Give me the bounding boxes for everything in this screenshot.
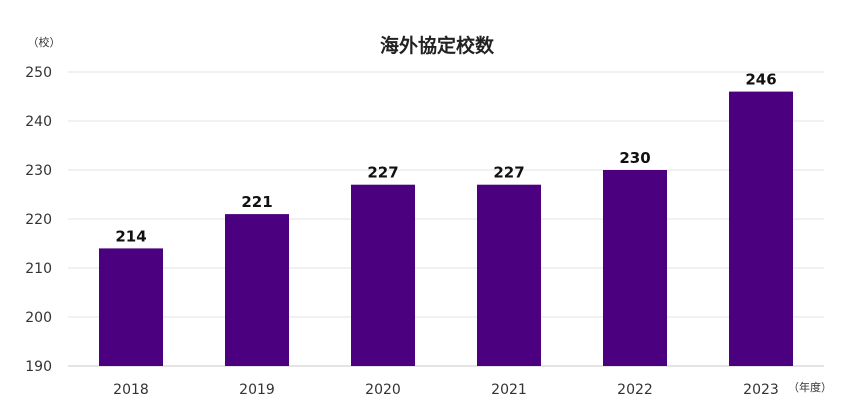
x-axis-ticks: 2018 2019 2020 2021 2022 2023 <box>113 382 779 398</box>
data-label: 221 <box>241 193 272 211</box>
bar <box>603 170 667 366</box>
data-label: 214 <box>115 227 146 245</box>
y-tick-label: 210 <box>25 261 52 277</box>
bar <box>477 184 541 366</box>
chart-title: 海外協定校数 <box>380 34 495 57</box>
data-label: 230 <box>619 149 650 167</box>
y-tick-label: 230 <box>25 163 52 179</box>
bar <box>225 214 289 366</box>
y-tick-label: 240 <box>25 114 52 130</box>
y-tick-label: 220 <box>25 212 52 228</box>
x-tick-label: 2023 <box>743 382 779 398</box>
y-tick-label: 250 <box>25 65 52 81</box>
bar <box>729 91 793 366</box>
data-label: 227 <box>367 164 398 182</box>
x-tick-label: 2022 <box>617 382 653 398</box>
data-labels: 214 221 227 227 230 246 <box>115 71 776 246</box>
y-axis-ticks: 190 200 210 220 230 240 250 <box>25 65 52 375</box>
x-tick-label: 2018 <box>113 382 149 398</box>
y-axis-unit: （校） <box>28 35 61 49</box>
bars <box>99 91 793 366</box>
bar <box>99 248 163 366</box>
gridlines <box>68 71 824 367</box>
y-tick-label: 190 <box>25 359 52 375</box>
x-axis-unit: （年度） <box>788 380 832 394</box>
x-tick-label: 2020 <box>365 382 401 398</box>
y-tick-label: 200 <box>25 310 52 326</box>
x-tick-label: 2021 <box>491 382 527 398</box>
data-label: 227 <box>493 164 524 182</box>
bar <box>351 184 415 366</box>
x-tick-label: 2019 <box>239 382 275 398</box>
data-label: 246 <box>745 71 776 89</box>
